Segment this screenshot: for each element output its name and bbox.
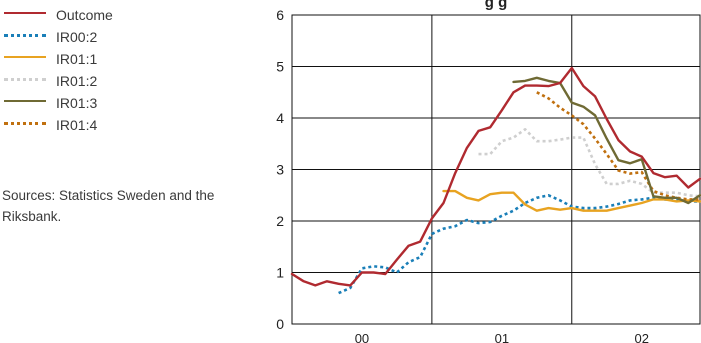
x-tick-label: 00 [355, 331, 369, 343]
legend-item-ir01-3: IR01:3 [2, 92, 252, 114]
sources-note: Sources: Statistics Sweden and the Riksb… [2, 188, 215, 224]
x-tick-label: 01 [495, 331, 509, 343]
legend-item-ir01-1: IR01:1 [2, 48, 252, 70]
series-line-ir01-1 [442, 189, 701, 212]
y-tick-label: 3 [276, 162, 284, 178]
y-tick-label: 4 [276, 110, 284, 126]
legend-swatch [4, 56, 46, 58]
chart-legend: Outcome IR00:2 IR01:1 IR01:2 IR01:3 IR01… [2, 4, 252, 136]
y-tick-label: 6 [276, 7, 284, 23]
legend-label: IR01:2 [56, 73, 98, 89]
y-tick-label: 0 [276, 316, 284, 332]
legend-label: Outcome [56, 7, 113, 23]
series-line-ir00-2 [338, 194, 700, 295]
series-line-outcome [290, 66, 701, 287]
legend-item-ir01-2: IR01:2 [2, 70, 252, 92]
plot-frame [291, 14, 701, 325]
series-line-ir01-2 [478, 128, 701, 198]
legend-swatch [4, 100, 46, 102]
legend-item-ir00-2: IR00:2 [2, 26, 252, 48]
y-tick-label: 5 [276, 59, 284, 75]
chart-title: g g [485, 0, 508, 11]
x-tick-label: 02 [634, 331, 648, 343]
legend-label: IR01:3 [56, 95, 98, 111]
legend-label: IR01:1 [56, 51, 98, 67]
legend-label: IR00:2 [56, 29, 98, 45]
legend-swatch [4, 12, 46, 14]
legend-item-ir01-4: IR01:4 [2, 114, 252, 136]
legend-swatch [4, 78, 46, 81]
series-line-ir01-3 [512, 76, 701, 205]
legend-swatch [4, 34, 46, 37]
y-tick-label: 2 [276, 213, 284, 229]
y-tick-label: 1 [276, 265, 284, 281]
legend-item-outcome: Outcome [2, 4, 252, 26]
legend-swatch [4, 122, 46, 125]
legend-label: IR01:4 [56, 117, 98, 133]
